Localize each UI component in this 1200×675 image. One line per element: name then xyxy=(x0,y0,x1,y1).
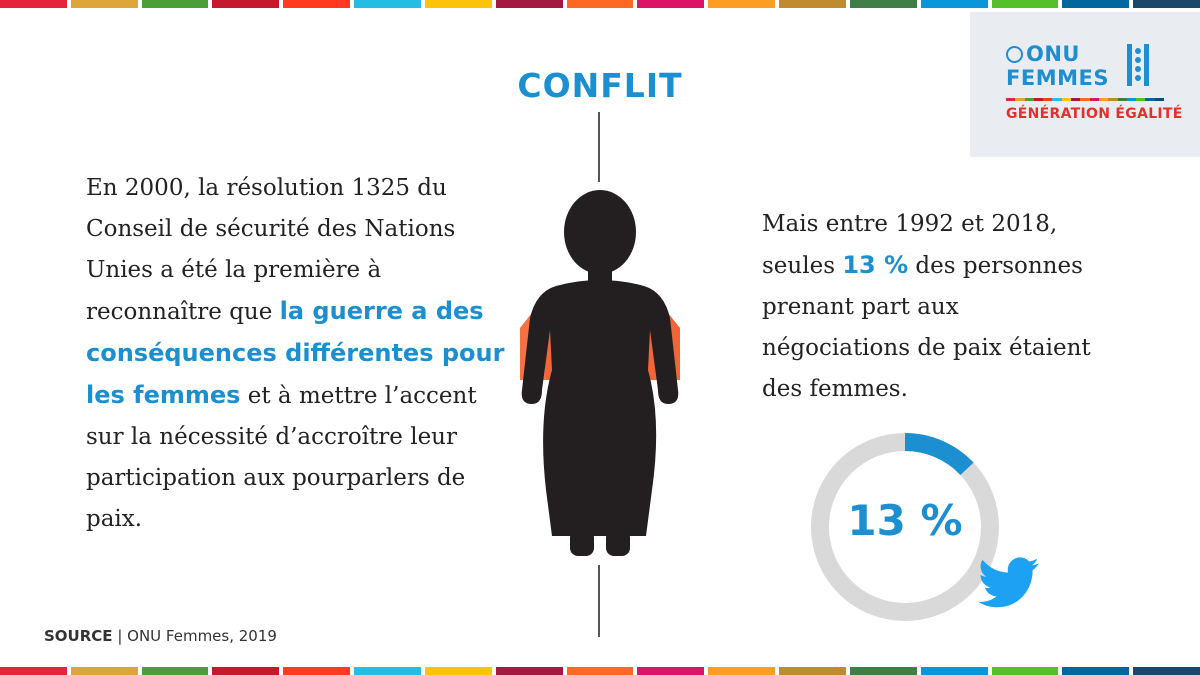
stripe-segment xyxy=(141,667,209,675)
sdg-color-stripe-bottom xyxy=(0,667,1200,675)
logo-rule-segment xyxy=(1006,98,1016,101)
logo-rule-segment xyxy=(1043,98,1053,101)
stripe-segment xyxy=(920,0,988,8)
donut-percentage-label: 13 % xyxy=(847,496,963,545)
woman-silhouette-icon xyxy=(520,190,680,556)
logo-rule-segment xyxy=(1024,98,1034,101)
stripe-segment xyxy=(991,0,1059,8)
stripe-segment xyxy=(920,667,988,675)
logo-femmes-text: FEMMES xyxy=(1006,66,1109,90)
right-text-part2: des personnes prenant part aux négociati… xyxy=(762,253,1091,402)
source-text: ONU Femmes, 2019 xyxy=(127,627,277,645)
logo-rule-segment xyxy=(1033,98,1044,101)
women-figures-icon xyxy=(1127,44,1149,86)
logo-rule-segment xyxy=(1145,98,1155,101)
logo-color-rule xyxy=(1006,98,1165,101)
source-label: SOURCE xyxy=(44,627,113,645)
un-women-logo: ONU FEMMES GÉNÉRATION ÉGALITÉ xyxy=(970,12,1200,157)
stripe-segment xyxy=(354,0,421,8)
logo-rule-segment xyxy=(1015,98,1025,101)
left-paragraph: En 2000, la résolution 1325 du Conseil d… xyxy=(86,168,516,540)
stripe-segment xyxy=(495,667,563,675)
stripe-segment xyxy=(354,667,421,675)
donut-value-arc xyxy=(811,433,999,621)
stripe-segment xyxy=(70,0,138,8)
left-text-part1: En 2000, la résolution 1325 du Conseil d… xyxy=(86,175,456,325)
left-text-part2: et à mettre l’accent sur la nécessité d’… xyxy=(86,383,477,532)
stripe-segment xyxy=(495,0,563,8)
logo-rule-segment xyxy=(1136,98,1146,101)
divider-line-bottom xyxy=(598,565,600,637)
stripe-segment xyxy=(424,0,492,8)
source-note: SOURCE | ONU Femmes, 2019 xyxy=(44,627,277,645)
source-separator: | xyxy=(112,627,128,645)
stripe-segment xyxy=(424,667,492,675)
right-paragraph: Mais entre 1992 et 2018, seules 13 % des… xyxy=(762,204,1102,410)
logo-rule-segment xyxy=(1098,98,1109,101)
stripe-segment xyxy=(566,0,634,8)
logo-rule-segment xyxy=(1061,98,1072,101)
stripe-segment xyxy=(212,667,280,675)
percentage-donut xyxy=(811,433,999,621)
stripe-segment xyxy=(779,667,846,675)
logo-onu-text: ONU xyxy=(1026,42,1080,66)
stripe-segment xyxy=(637,0,705,8)
stripe-segment xyxy=(0,667,67,675)
stripe-segment xyxy=(1133,0,1200,8)
logo-rule-segment xyxy=(1108,98,1118,101)
stripe-segment xyxy=(991,667,1059,675)
stripe-segment xyxy=(708,667,776,675)
stripe-segment xyxy=(141,0,209,8)
stripe-segment xyxy=(283,0,351,8)
logo-rule-segment xyxy=(1080,98,1090,101)
right-text-part1: Mais entre 1992 et 2018, seules xyxy=(762,211,1058,279)
stripe-segment xyxy=(212,0,280,8)
stripe-segment xyxy=(566,667,634,675)
un-emblem-icon xyxy=(1006,46,1023,63)
logo-rule-segment xyxy=(1154,98,1165,101)
logo-rule-segment xyxy=(1089,98,1099,101)
page-title: CONFLIT xyxy=(517,66,683,105)
stripe-segment xyxy=(70,667,138,675)
logo-rule-segment xyxy=(1052,98,1062,101)
stripe-segment xyxy=(708,0,776,8)
stripe-segment xyxy=(1133,667,1200,675)
stripe-segment xyxy=(849,0,917,8)
twitter-bird-icon[interactable] xyxy=(978,556,1040,610)
divider-line-top xyxy=(598,112,600,182)
stripe-segment xyxy=(1062,0,1130,8)
stripe-segment xyxy=(0,0,67,8)
stripe-segment xyxy=(849,667,917,675)
logo-rule-segment xyxy=(1117,98,1127,101)
logo-rule-segment xyxy=(1126,98,1137,101)
logo-rule-segment xyxy=(1071,98,1081,101)
right-text-highlight: 13 % xyxy=(842,251,909,279)
stripe-segment xyxy=(283,667,351,675)
stripe-segment xyxy=(1062,667,1130,675)
stripe-segment xyxy=(637,667,705,675)
sdg-color-stripe-top xyxy=(0,0,1200,8)
stripe-segment xyxy=(779,0,846,8)
left-text-highlight: la guerre a des conséquences différentes… xyxy=(86,297,505,409)
logo-tagline: GÉNÉRATION ÉGALITÉ xyxy=(1006,106,1183,122)
